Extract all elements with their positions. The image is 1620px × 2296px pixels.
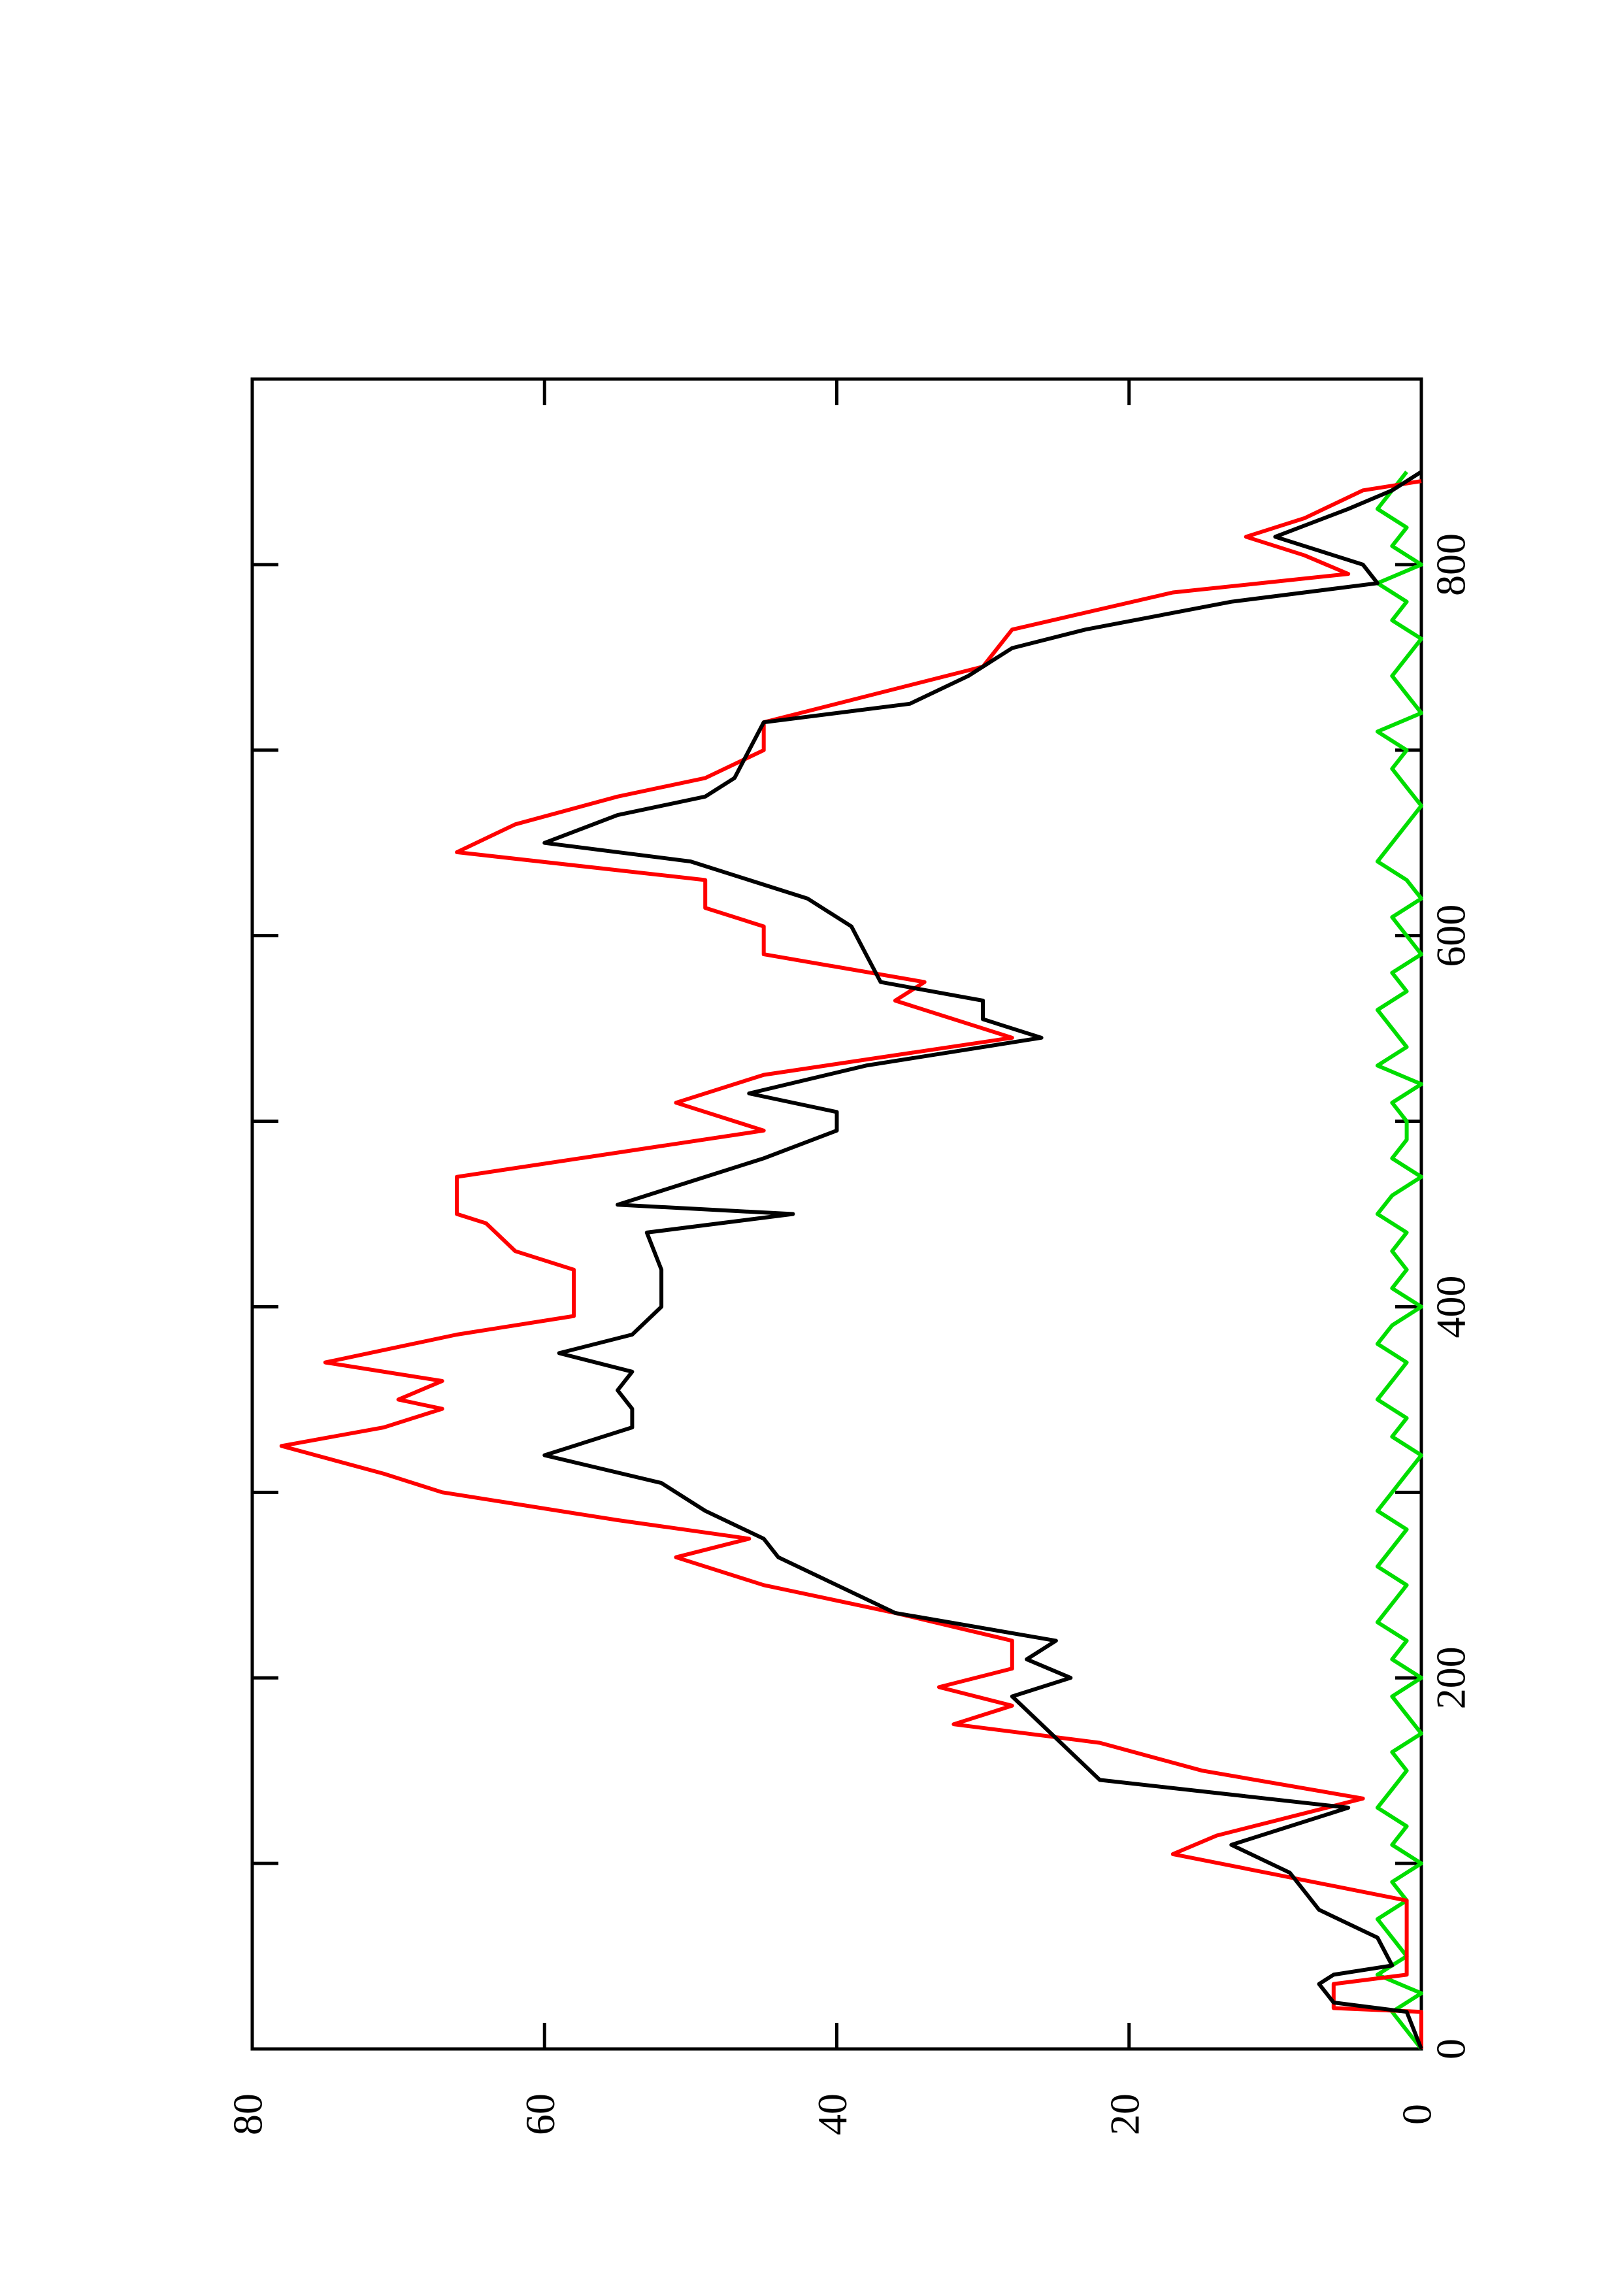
y-tick-label: 60 [517, 2093, 563, 2135]
data-line [1375, 471, 1423, 2050]
data-line [279, 479, 1423, 2049]
x-tick-label: 600 [1428, 905, 1474, 967]
y-tick-label: 0 [1394, 2104, 1440, 2125]
y-tick-label: 40 [809, 2093, 855, 2135]
y-tick-label: 80 [225, 2093, 271, 2135]
x-tick-label: 0 [1428, 2038, 1474, 2059]
x-tick-label: 400 [1428, 1275, 1474, 1338]
data-line [542, 470, 1423, 2050]
plot-frame [250, 377, 1423, 2051]
y-tick-label: 20 [1101, 2093, 1148, 2135]
x-tick-label: 800 [1428, 533, 1474, 596]
x-tick-label: 200 [1428, 1646, 1474, 1709]
